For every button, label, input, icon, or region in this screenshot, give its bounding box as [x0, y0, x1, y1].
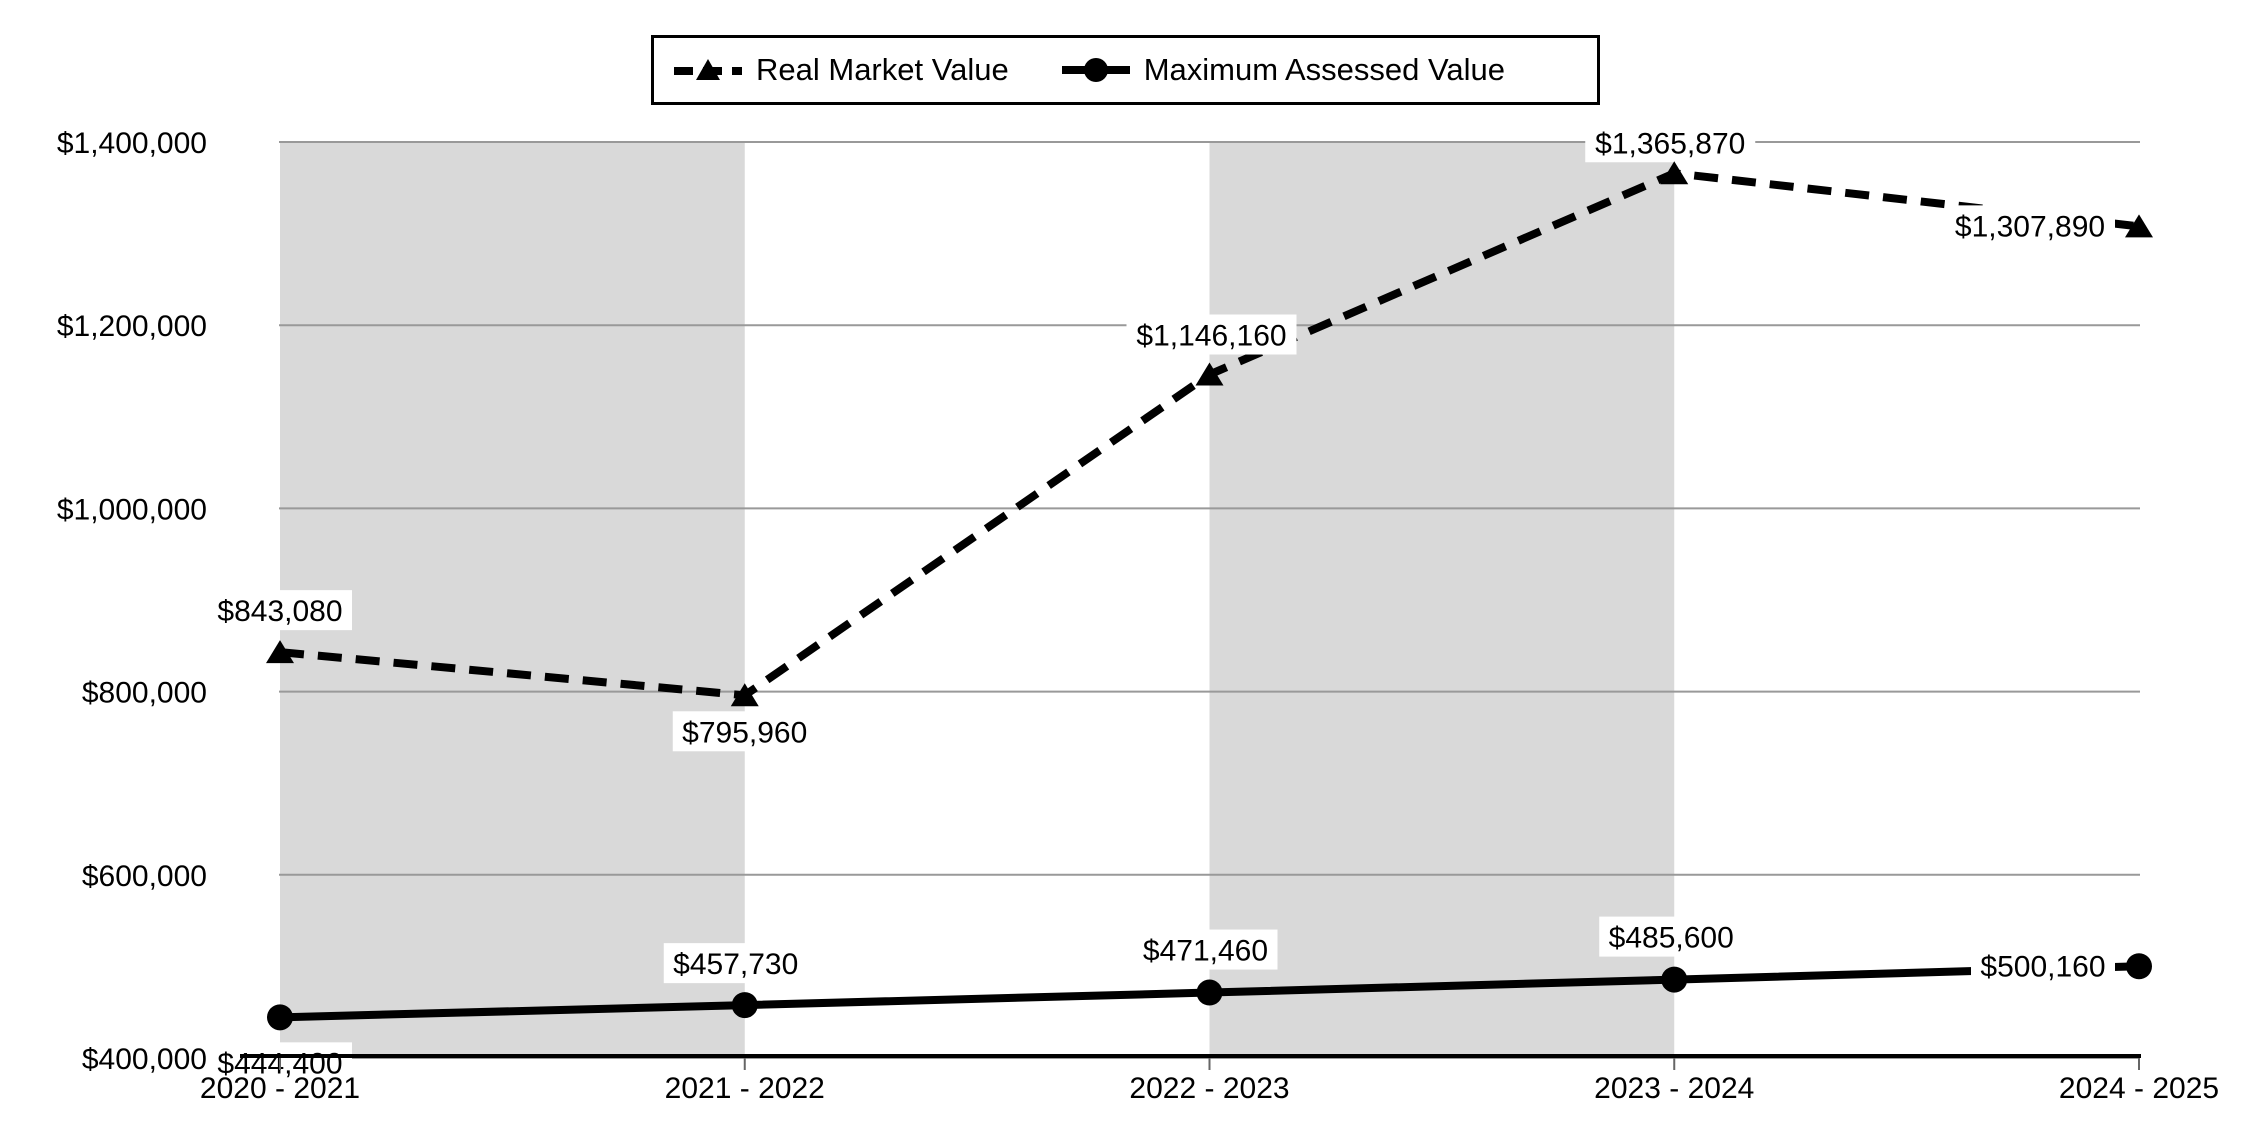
- circle-marker: [267, 1004, 293, 1031]
- circle-marker: [1661, 966, 1688, 993]
- legend-label-maximum-assessed-value: Maximum Assessed Value: [1143, 52, 1505, 87]
- data-label: $485,600: [1609, 922, 1734, 955]
- plot-band: [1209, 143, 1675, 1056]
- circle-marker: [731, 992, 758, 1019]
- triangle-marker: [1660, 161, 1689, 185]
- data-label-bg: [1126, 314, 1297, 355]
- triangle-marker: [266, 640, 294, 664]
- data-label: $500,160: [1980, 950, 2105, 983]
- plot-band: [280, 143, 745, 1056]
- circle-marker: [2126, 953, 2152, 980]
- x-axis-tick-label: 2022 - 2023: [1129, 1072, 1289, 1105]
- data-label: $1,307,890: [1955, 210, 2105, 243]
- legend-item-maximum-assessed-value: Maximum Assessed Value: [1061, 52, 1505, 88]
- y-axis-tick-label: $1,400,000: [57, 127, 207, 160]
- y-axis-tick-label: $400,000: [82, 1043, 207, 1076]
- data-label: $1,146,160: [1136, 320, 1286, 353]
- data-label: $457,730: [673, 948, 798, 981]
- data-label-bg: [672, 711, 817, 752]
- legend-label-real-market-value: Real Market Value: [756, 52, 1009, 87]
- triangle-marker: [2125, 214, 2153, 238]
- triangle-marker: [730, 683, 759, 707]
- circle-marker: [1196, 979, 1223, 1006]
- data-label-bg: [1599, 916, 1744, 957]
- data-label: $1,365,870: [1595, 127, 1745, 160]
- circle-solid-line-icon: [1061, 58, 1130, 82]
- y-axis-tick-label: $800,000: [82, 677, 207, 710]
- data-label: $795,960: [682, 716, 807, 749]
- chart-legend: Real Market Value Maximum Assessed Value: [651, 35, 1600, 105]
- legend-item-real-market-value: Real Market Value: [674, 52, 1009, 88]
- x-axis-tick-label: 2024 - 2025: [2059, 1072, 2219, 1105]
- data-label: $843,080: [217, 595, 342, 628]
- data-label-bg: [1945, 205, 2115, 246]
- data-label-bg: [1971, 945, 2115, 986]
- y-axis-tick-label: $600,000: [82, 860, 207, 893]
- data-label-bg: [208, 590, 352, 631]
- x-axis-tick-label: 2021 - 2022: [665, 1072, 825, 1105]
- triangle-marker: [1195, 362, 1224, 386]
- x-axis-tick-label: 2020 - 2021: [200, 1072, 360, 1105]
- data-label-bg: [1133, 929, 1278, 970]
- triangle-dashed-line-icon: [674, 58, 742, 82]
- data-label-bg: [1585, 122, 1756, 163]
- y-axis-tick-label: $1,200,000: [57, 310, 207, 343]
- data-label-bg: [663, 943, 808, 984]
- y-axis-tick-label: $1,000,000: [57, 493, 207, 526]
- data-label: $471,460: [1143, 935, 1268, 968]
- x-axis-tick-label: 2023 - 2024: [1594, 1072, 1754, 1105]
